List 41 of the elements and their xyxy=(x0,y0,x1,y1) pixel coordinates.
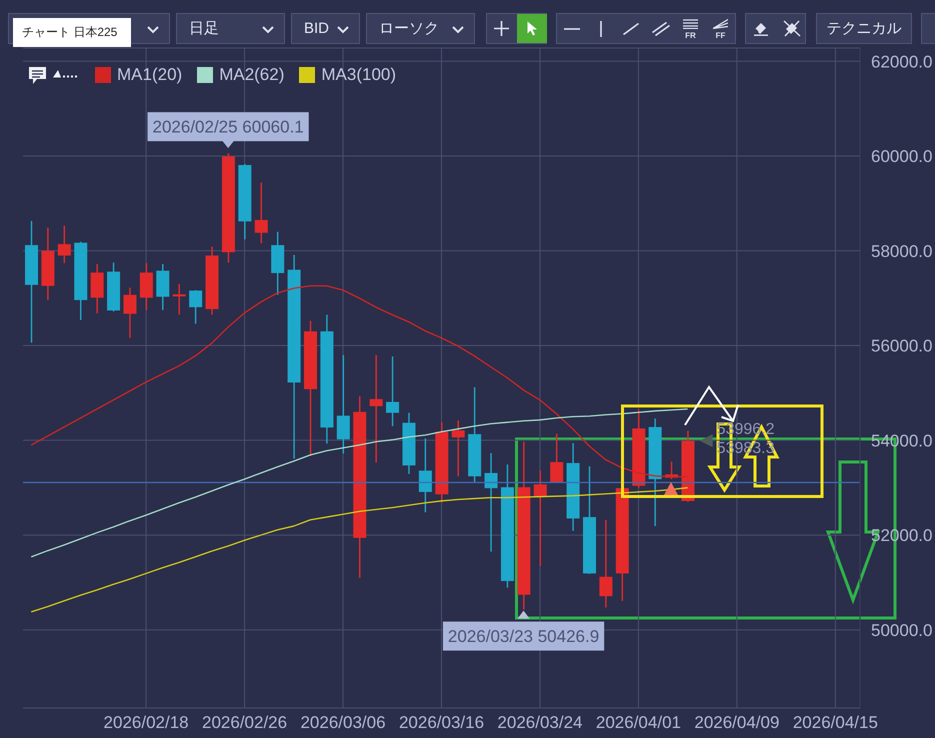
candlestick xyxy=(534,470,547,567)
x-tick-label: 2026/03/24 xyxy=(497,713,583,732)
legend-label: MA1(20) xyxy=(117,65,182,84)
y-tick-label: 50000.0 xyxy=(871,620,932,640)
candlestick xyxy=(599,519,612,608)
button-group: FR FF xyxy=(556,13,736,44)
y-tick-label: 62000.0 xyxy=(871,52,932,72)
candlestick xyxy=(452,420,465,478)
annotation: 2026/03/23 50426.9 xyxy=(448,626,600,646)
x-tick-label: 2026/04/01 xyxy=(596,713,681,732)
candlestick xyxy=(254,182,268,244)
dropdown: ローソク xyxy=(366,13,475,44)
candlestick xyxy=(189,289,202,324)
candlestick xyxy=(58,224,71,264)
legend-label: MA2(62) xyxy=(219,65,284,84)
candlestick xyxy=(172,283,186,316)
button: テクニカル xyxy=(816,13,912,44)
dropdown: 日足 xyxy=(176,13,285,44)
y-tick-label: 56000.0 xyxy=(871,336,932,356)
title-tooltip: チャート 日本225 xyxy=(13,18,131,47)
x-tick-label: 2026/03/06 xyxy=(300,713,386,732)
candlestick xyxy=(336,354,350,454)
x-tick-label: 2026/04/15 xyxy=(792,713,878,732)
candlestick xyxy=(123,287,136,339)
y-tick-label: 58000.0 xyxy=(871,242,932,261)
candlestick xyxy=(550,432,564,483)
legend-label: MA3(100) xyxy=(321,65,396,84)
chart-title: チャート 日本225 xyxy=(22,25,118,39)
x-tick-label: 2026/02/18 xyxy=(104,713,189,732)
x-tick-label: 2026/04/09 xyxy=(694,713,780,732)
line-series xyxy=(30,408,688,558)
candlestick xyxy=(418,438,432,514)
dropdown: BID xyxy=(291,13,360,44)
line-series xyxy=(30,285,688,478)
y-tick-label: 60000.0 xyxy=(871,147,932,166)
x-tick-label: 2026/03/16 xyxy=(398,713,484,732)
annotation: 2026/02/25 60060.1 xyxy=(152,117,304,136)
candlestick xyxy=(484,452,498,552)
x-tick-label: 2026/02/26 xyxy=(202,713,288,732)
candlestick xyxy=(386,356,400,427)
candlestick xyxy=(370,354,383,464)
